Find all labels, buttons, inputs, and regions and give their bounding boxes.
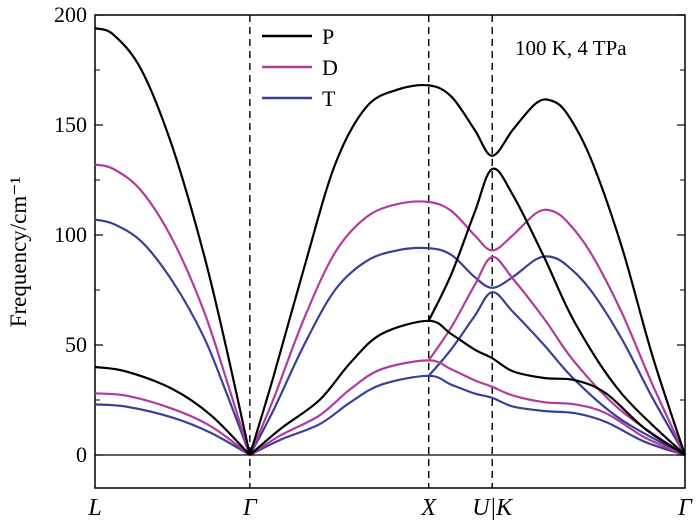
x-tick-label: L [87,495,101,521]
series-layer [94,27,687,457]
series-line-P [94,27,251,456]
series-T [94,218,686,457]
series-line-T [249,374,686,457]
condition-annotation: 100 K, 4 TPa [515,36,627,60]
series-D [94,163,686,457]
series-line-P [249,319,686,456]
x-tick-label: Γ [242,495,258,521]
plot-frame [94,14,686,489]
series-line-T [248,246,686,456]
axis-layer: 0 50 100 150 200 L Γ X U|K Γ [54,2,693,521]
y-tick-label: 100 [54,222,87,247]
legend: PDT [262,24,338,111]
series-line-D [94,163,251,456]
y-tick-label: 150 [54,112,87,137]
series-line-P [427,167,686,456]
series-line-P [248,84,687,456]
legend-label-T: T [322,86,336,111]
series-line-T [94,218,251,456]
series-line-D [249,359,686,457]
series-line-D [94,392,251,456]
legend-label-P: P [322,24,334,49]
x-tick-label: X [420,495,437,521]
y-axis-title: Frequency/cm⁻¹ [6,177,31,328]
series-line-T [94,403,251,456]
legend-label-D: D [322,55,338,80]
series-P [94,27,687,456]
y-tick-label: 50 [65,332,87,357]
x-tick-label: Γ [677,495,693,521]
series-line-P [94,365,251,456]
dashed-lines-layer [249,15,493,488]
series-line-D [248,200,686,456]
series-line-D [427,255,686,456]
x-tick-label: U|K [472,495,514,521]
y-tick-label: 200 [54,2,87,27]
y-tick-label: 0 [76,442,87,467]
